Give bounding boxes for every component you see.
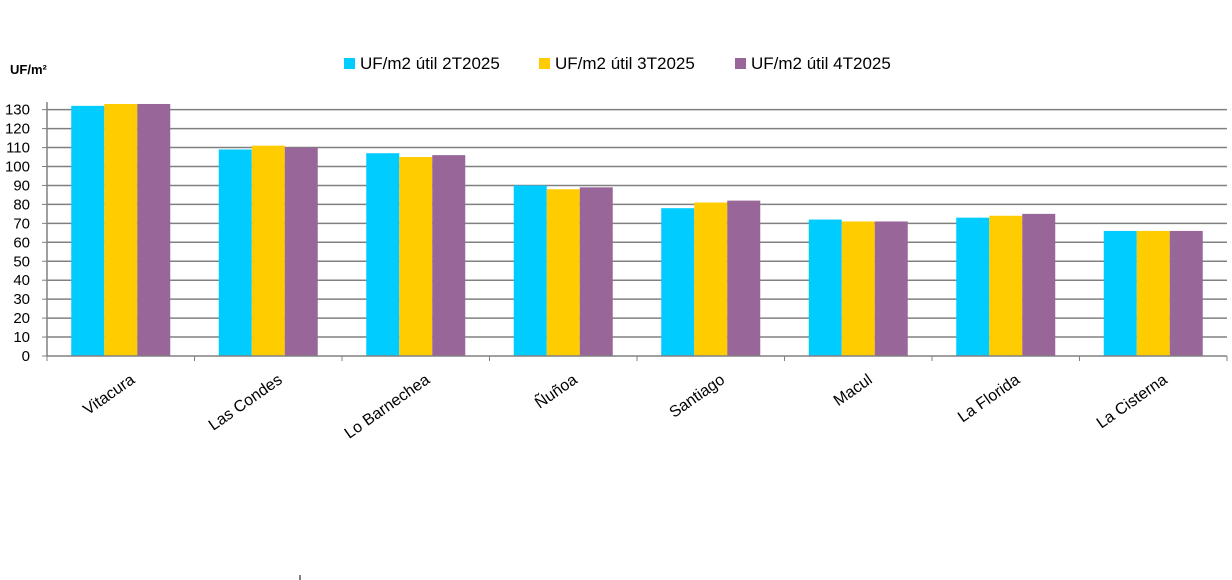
x-category-label: Macul [831, 371, 876, 409]
y-tick-label: 40 [13, 272, 30, 289]
bar [399, 157, 433, 356]
x-category-label: Lo Barnechea [342, 371, 433, 442]
bar [579, 187, 613, 356]
bar [137, 103, 171, 356]
bar [956, 217, 990, 356]
y-tick-label: 70 [13, 215, 30, 232]
y-tick-label: 50 [13, 253, 30, 270]
x-category-label: Las Condes [206, 371, 286, 434]
x-category-labels: Vitacura Las Condes Lo Barnechea Ñuñoa Santi… [80, 369, 1170, 443]
y-tick-label: 60 [13, 234, 30, 251]
y-tick-label: 20 [13, 310, 30, 327]
bar [874, 221, 908, 356]
y-tick-label: 90 [13, 177, 30, 194]
bar [284, 147, 318, 356]
bar [513, 185, 547, 356]
y-tick-label: 80 [13, 196, 30, 213]
bar [661, 208, 695, 356]
legend-swatch [539, 58, 550, 69]
bar [808, 219, 842, 356]
legend-swatch [735, 58, 746, 69]
bar [1103, 230, 1137, 356]
legend-label: UF/m2 útil 4T2025 [751, 54, 891, 73]
bar [841, 221, 875, 356]
y-tick-label: 120 [5, 121, 30, 138]
bar [251, 145, 285, 356]
legend-label: UF/m2 útil 3T2025 [555, 54, 695, 73]
bar [218, 149, 252, 356]
bar [432, 155, 466, 356]
bar [366, 153, 400, 356]
bar [1136, 230, 1170, 356]
x-category-label: La Cisterna [1094, 371, 1171, 432]
x-category-label: Santiago [667, 371, 729, 421]
bar [104, 103, 138, 356]
y-tick-label: 100 [5, 159, 30, 176]
bar [1022, 213, 1056, 356]
y-tick-label: 0 [22, 348, 30, 365]
bar [694, 202, 728, 356]
bar [989, 215, 1023, 356]
y-tick-label: 110 [6, 140, 30, 157]
legend: UF/m2 útil 2T2025 UF/m2 útil 3T2025 UF/m2 … [344, 54, 891, 73]
legend-label: UF/m2 útil 2T2025 [360, 54, 500, 73]
bars [71, 103, 1203, 356]
y-tick-label: 10 [13, 329, 30, 346]
y-axis-unit-label: UF/m² [10, 62, 48, 77]
axes [46, 102, 1228, 361]
x-category-label: Vitacura [80, 371, 138, 418]
y-tick-label: 130 [5, 102, 30, 119]
x-category-label: La Florida [955, 371, 1023, 426]
bar [727, 200, 761, 356]
bar [546, 189, 580, 356]
y-tick-label: 30 [13, 291, 30, 308]
bar [71, 105, 105, 356]
legend-swatch [344, 58, 355, 69]
bar [1169, 230, 1203, 356]
x-category-label: Ñuñoa [530, 369, 580, 412]
